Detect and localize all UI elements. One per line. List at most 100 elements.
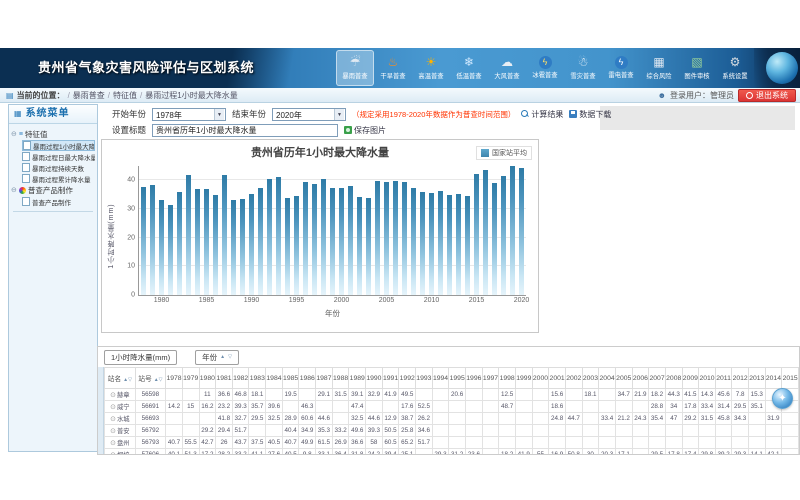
- sort-desc-icon[interactable]: ▽: [228, 354, 232, 360]
- chart-bar: [303, 182, 309, 295]
- sort-asc-icon[interactable]: ▲: [220, 354, 225, 360]
- value-cell: 47.4: [349, 401, 366, 413]
- row-radio[interactable]: ⊙: [110, 440, 116, 447]
- row-radio[interactable]: ⊙: [110, 404, 116, 411]
- value-cell: 51.7: [416, 437, 433, 449]
- nav-item-high-temp-survey[interactable]: ☀高温普查: [412, 50, 450, 86]
- station-id-cell: 56598: [135, 389, 166, 401]
- sidebar-item[interactable]: 暴雨过程1小时最大降水量: [22, 140, 95, 151]
- save-image-button[interactable]: 保存图片: [344, 125, 386, 136]
- value-cell: [782, 449, 799, 455]
- value-cell: [166, 389, 183, 401]
- value-cell: [166, 425, 183, 437]
- end-year-select[interactable]: 2020年 ▼: [272, 108, 346, 121]
- value-cell: [466, 437, 483, 449]
- nav-item-wind-survey[interactable]: ☁大风普查: [488, 50, 526, 86]
- location-icon: ▤: [6, 91, 14, 100]
- value-cell: 44.6: [316, 413, 333, 425]
- x-tick-label: 2010: [424, 297, 440, 304]
- nav-item-drought-survey[interactable]: ♨干旱普查: [374, 50, 412, 86]
- chart-bar: [465, 196, 471, 295]
- value-cell: 41.5: [682, 389, 699, 401]
- station-name-header[interactable]: 站名 ▲▽: [105, 368, 136, 389]
- sidebar-item[interactable]: 暴雨过程持续天数: [22, 162, 95, 173]
- value-cell: 18.2: [499, 449, 516, 455]
- sort-desc-icon[interactable]: ▽: [159, 377, 163, 383]
- sort-desc-icon[interactable]: ▽: [128, 377, 132, 383]
- y-tick-label: 40: [127, 177, 135, 184]
- value-cell: 9.8: [299, 449, 316, 455]
- nav-item-comprehensive-risk[interactable]: ▦综合风险: [640, 50, 678, 86]
- chart-bar-slot: [175, 166, 184, 295]
- row-radio[interactable]: ⊙: [110, 416, 116, 423]
- chart-bar-slot: [238, 166, 247, 295]
- breadcrumb-item[interactable]: 特征值: [113, 90, 137, 101]
- end-year-label: 结束年份: [232, 108, 266, 120]
- value-cell: [416, 449, 433, 455]
- value-cell: [599, 389, 616, 401]
- rainstorm-survey-icon: ☔: [350, 55, 361, 70]
- nav-item-rainstorm-survey[interactable]: ☔暴雨普查: [336, 50, 374, 86]
- value-cell: [482, 389, 499, 401]
- collapse-icon[interactable]: ⊖: [11, 186, 17, 194]
- chart-bar-slot: [499, 166, 508, 295]
- range-note: （规定采用1978-2020年数据作为普查时间范围）: [352, 109, 515, 120]
- year-column-header: 1980: [199, 368, 216, 389]
- sidebar-group-feature-values[interactable]: ⊖≡特征值: [11, 128, 95, 140]
- year-field-chip[interactable]: 年份 ▲ ▽: [195, 350, 239, 365]
- nav-item-system-settings[interactable]: ⚙系统设置: [716, 50, 754, 86]
- chart-bar-slot: [310, 166, 319, 295]
- globe-decoration: [754, 48, 800, 88]
- precip-table: 站名 ▲▽站号 ▲▽197819791980198119821983198419…: [104, 367, 799, 454]
- download-button[interactable]: 数据下载: [569, 109, 611, 120]
- nav-item-lightning-survey[interactable]: ϟ雷电普查: [602, 50, 640, 86]
- value-cell: [632, 401, 649, 413]
- chart-bar: [294, 196, 300, 295]
- row-radio[interactable]: ⊙: [110, 452, 116, 454]
- value-cell: 40.7: [282, 437, 299, 449]
- chart-title-input[interactable]: [152, 124, 338, 137]
- nav-item-map-review[interactable]: ▧图件审核: [678, 50, 716, 86]
- row-radio[interactable]: ⊙: [110, 392, 116, 399]
- floating-chat-widget[interactable]: ✦: [772, 388, 793, 409]
- sidebar-item[interactable]: 暴雨过程日最大降水量: [22, 151, 95, 162]
- nav-item-snow-survey[interactable]: ☃雪灾普查: [564, 50, 602, 86]
- chart-bar: [195, 189, 201, 295]
- station-name: 桐梓: [117, 452, 130, 454]
- legend-swatch: [481, 149, 489, 157]
- breadcrumb-item[interactable]: 暴雨过程1小时最大降水量: [145, 90, 237, 101]
- chart-bar: [150, 185, 156, 295]
- value-field-chip[interactable]: 1小时降水量(mm): [104, 350, 177, 365]
- table-scroll-area[interactable]: 站名 ▲▽站号 ▲▽197819791980198119821983198419…: [104, 367, 799, 454]
- sidebar-item[interactable]: 暴雨过程累计降水量: [22, 173, 95, 184]
- value-cell: [382, 401, 399, 413]
- year-field-chip-label: 年份: [202, 352, 217, 363]
- year-column-header: 1988: [332, 368, 349, 389]
- calculate-button[interactable]: 计算结果: [521, 109, 563, 120]
- nav-item-hail-survey[interactable]: ϟ冰雹普查: [526, 50, 564, 86]
- value-cell: 46.3: [299, 401, 316, 413]
- value-cell: 36.6: [349, 437, 366, 449]
- row-radio[interactable]: ⊙: [110, 428, 116, 435]
- value-cell: [782, 425, 799, 437]
- sidebar-item-label: 暴雨过程持续天数: [32, 163, 84, 173]
- year-column-header: 2006: [632, 368, 649, 389]
- value-cell: [715, 437, 731, 449]
- value-cell: 50.8: [565, 449, 582, 455]
- collapse-icon[interactable]: ⊖: [11, 130, 17, 138]
- value-cell: [715, 425, 731, 437]
- value-cell: [532, 425, 549, 437]
- value-cell: [565, 437, 582, 449]
- value-cell: [199, 413, 216, 425]
- nav-item-low-temp-survey[interactable]: ❄低温普查: [450, 50, 488, 86]
- station-id-header[interactable]: 站号 ▲▽: [135, 368, 166, 389]
- sidebar-group-product-making[interactable]: ⊖普查产品制作: [11, 184, 95, 196]
- sidebar-item[interactable]: 普查产品制作: [22, 196, 95, 207]
- start-year-select[interactable]: 1978年 ▼: [152, 108, 226, 121]
- logout-button[interactable]: 退出系统: [738, 89, 796, 102]
- toolbar-row-2: 设置标题 保存图片: [112, 123, 386, 137]
- value-cell: 21.2: [615, 413, 632, 425]
- chart-bar: [492, 183, 498, 295]
- breadcrumb-item[interactable]: 暴雨普查: [73, 90, 105, 101]
- table-filter-row: 1小时降水量(mm) 年份 ▲ ▽: [98, 347, 799, 367]
